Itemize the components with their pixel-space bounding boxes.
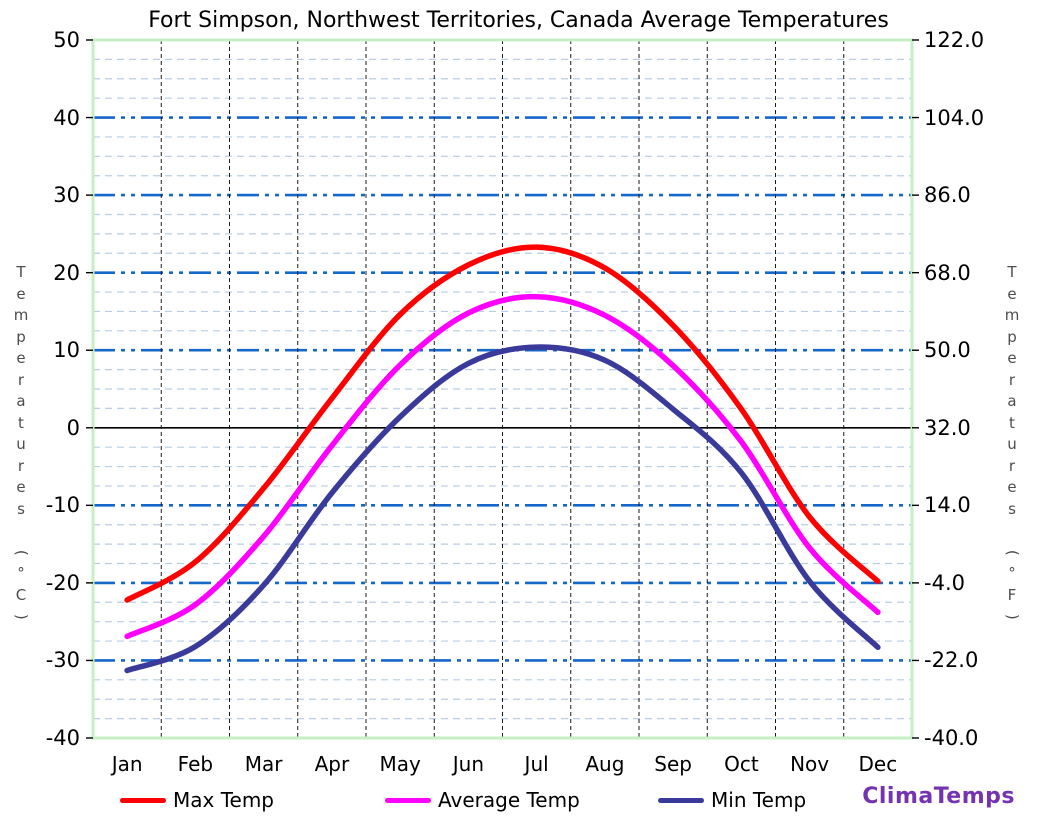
left-tick-label: 50 xyxy=(53,28,80,52)
month-label-nov: Nov xyxy=(790,752,830,776)
month-label-apr: Apr xyxy=(314,752,350,776)
axis-title-char: T xyxy=(1007,263,1017,281)
min-temp-curve xyxy=(124,344,881,674)
month-label-mar: Mar xyxy=(244,752,283,776)
right-tick-label: 14.0 xyxy=(924,493,971,518)
max-temp-line-swatch xyxy=(120,797,166,803)
left-tick-label: 10 xyxy=(53,338,80,363)
right-tick-label: 104.0 xyxy=(924,105,985,130)
legend-item-average-temp: Average Temp xyxy=(385,786,580,814)
month-label-oct: Oct xyxy=(724,752,759,776)
axis-title-char: t xyxy=(1009,413,1015,432)
axis-title-char: ( xyxy=(1003,549,1022,556)
month-label-may: May xyxy=(379,752,421,776)
axis-title-char xyxy=(1010,520,1015,542)
left-tick-label: -10 xyxy=(45,493,80,518)
right-tick-label: 86.0 xyxy=(924,183,971,208)
axis-title-char: a xyxy=(1007,392,1017,410)
left-tick-label: 0 xyxy=(66,415,80,440)
axis-title-char: r xyxy=(17,370,25,389)
axis-title-char: u xyxy=(16,435,26,453)
right-tick-label: 122.0 xyxy=(924,28,985,52)
right-tick-label: 50.0 xyxy=(924,338,971,363)
legend-label-max-temp: Max Temp xyxy=(173,788,275,812)
axis-title-char: p xyxy=(16,327,26,346)
climatemps-logo[interactable]: ClimaTemps xyxy=(862,784,1015,809)
axis-title-char: t xyxy=(18,413,24,432)
axis-title-char: s xyxy=(1008,499,1016,518)
axis-title-char: ) xyxy=(1003,613,1022,620)
axis-title-char: e xyxy=(1007,284,1017,303)
axis-title-char xyxy=(19,520,24,542)
axis-title-char: a xyxy=(16,392,26,410)
axis-title-char: p xyxy=(1007,327,1017,346)
axis-title-char: ° xyxy=(1008,564,1016,582)
legend-label-min-temp: Min Temp xyxy=(711,788,807,812)
axis-title-char: e xyxy=(16,284,26,303)
axis-title-char: T xyxy=(16,263,26,281)
axis-title-char: m xyxy=(1004,306,1020,324)
axis-title-char: r xyxy=(1008,456,1016,475)
min-temp-line-swatch xyxy=(658,797,704,803)
average-temp-curve xyxy=(124,293,881,640)
average-temp-line-swatch xyxy=(385,797,431,803)
axis-title-char: e xyxy=(1007,349,1017,367)
axis-title-char: C xyxy=(15,585,27,604)
right-tick-label: -40.0 xyxy=(924,726,979,750)
left-tick-label: 30 xyxy=(53,183,80,208)
month-label-jul: Jul xyxy=(524,752,549,776)
axis-title-char: ) xyxy=(12,613,31,620)
legend-item-min-temp: Min Temp xyxy=(658,786,806,814)
month-label-aug: Aug xyxy=(585,752,625,776)
axis-title-char: ( xyxy=(12,549,31,556)
legend-label-average-temp: Average Temp xyxy=(438,788,580,812)
month-label-feb: Feb xyxy=(177,752,214,776)
left-tick-label: 20 xyxy=(53,260,80,285)
legend-item-max-temp: Max Temp xyxy=(120,786,274,814)
right-tick-label: 68.0 xyxy=(924,260,971,285)
month-label-jun: Jun xyxy=(452,752,484,776)
left-tick-label: -20 xyxy=(45,570,80,595)
right-tick-label: -22.0 xyxy=(924,648,979,673)
left-tick-label: -40 xyxy=(45,726,80,750)
axis-title-char: e xyxy=(16,478,26,496)
axis-title-char: e xyxy=(16,349,26,367)
axis-title-char: e xyxy=(1007,478,1017,496)
left-tick-label: 40 xyxy=(53,105,80,130)
axis-title-char: ° xyxy=(17,564,25,582)
axis-title-char: r xyxy=(1008,370,1016,389)
axis-title-char: u xyxy=(1007,435,1017,453)
right-tick-label: 32.0 xyxy=(924,415,971,440)
axis-title-char: m xyxy=(13,306,29,324)
chart-title: Fort Simpson, Northwest Territories, Can… xyxy=(148,8,889,33)
right-tick-label: -4.0 xyxy=(924,570,965,595)
axis-title-char: F xyxy=(1007,585,1017,604)
plot-border xyxy=(91,38,914,740)
month-label-dec: Dec xyxy=(858,752,898,776)
month-label-sep: Sep xyxy=(654,752,692,776)
max-temp-curve xyxy=(124,244,881,603)
axis-title-char: s xyxy=(17,499,25,518)
left-tick-label: -30 xyxy=(45,648,80,673)
axis-title-char: r xyxy=(17,456,25,475)
month-label-jan: Jan xyxy=(111,752,143,776)
